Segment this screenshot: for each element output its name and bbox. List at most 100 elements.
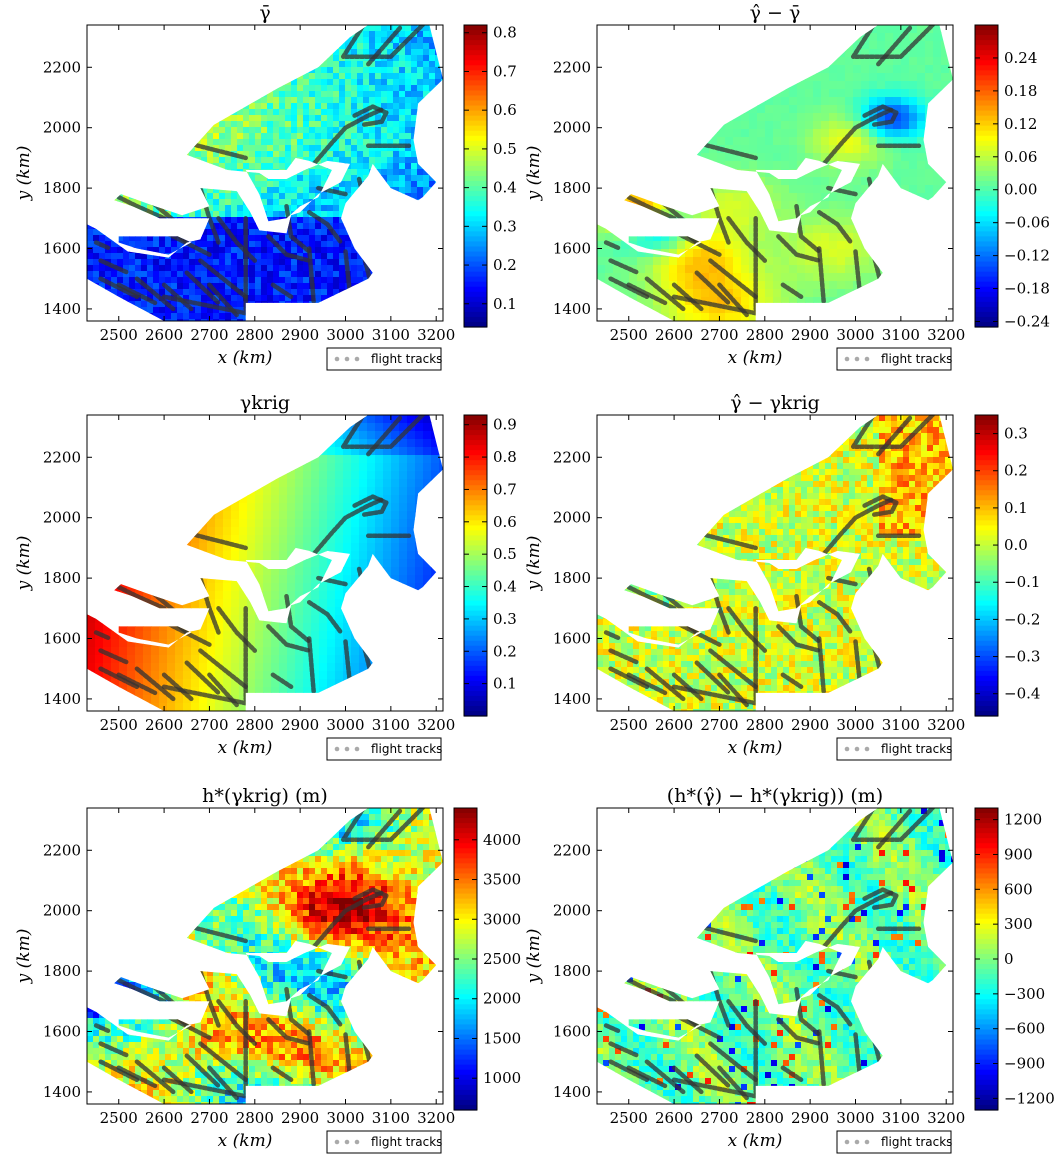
colorbar-tick-label: −900 (1004, 1055, 1045, 1073)
legend-marker (844, 356, 850, 362)
colorbar-tick-label: 0.8 (493, 448, 517, 466)
x-tick-label: 3200 (927, 326, 965, 344)
colorbar-tick-label: 0.7 (493, 62, 517, 80)
x-tick-label: 2500 (100, 716, 138, 734)
colorbar-tick-label: 0.5 (493, 140, 517, 158)
colorbar-tick-label: 300 (1004, 915, 1033, 933)
y-axis-label: y (km) (14, 929, 34, 985)
y-tick-label: 1600 (553, 1023, 591, 1041)
legend-marker (854, 356, 860, 362)
axes-frame (596, 414, 954, 712)
x-tick-label: 2500 (610, 1109, 648, 1127)
colorbar-tick-label: 0.12 (1004, 115, 1037, 133)
x-tick-label: 3200 (927, 716, 965, 734)
colorbar-tick-label: 0.3 (493, 217, 517, 235)
x-tick-label: 2600 (145, 716, 183, 734)
panel-title: γkrig (240, 392, 290, 414)
y-tick-label: 2000 (553, 119, 591, 137)
y-tick-label: 2200 (43, 58, 81, 76)
x-tick-label: 2700 (700, 326, 738, 344)
legend-label: flight tracks (881, 1135, 952, 1149)
x-tick-label: 2600 (655, 326, 693, 344)
colorbar-tick-label: 3500 (483, 871, 521, 889)
x-tick-label: 2900 (281, 716, 319, 734)
colorbar-tick-label: 0.0 (1004, 536, 1028, 554)
colorbar-tick-label: −0.24 (1004, 313, 1050, 331)
legend-marker (864, 1139, 870, 1145)
colorbar: 1200 900 600 300 0 −300 −600 −900 −1200 (974, 807, 1055, 1111)
x-tick-label: 2800 (746, 716, 784, 734)
panel-3: 2500 2600 2700 2800 2900 3000 3100 3200 1400 1600… (14, 392, 517, 761)
x-tick-label: 3000 (326, 716, 364, 734)
x-axis-label: x (km) (728, 1131, 783, 1151)
colorbar-tick-label: 0.6 (493, 513, 517, 531)
axes-frame (596, 807, 954, 1105)
colorbar-tick-label: −1200 (1004, 1089, 1055, 1107)
legend-marker (844, 746, 850, 752)
x-axis-label: x (km) (728, 348, 783, 368)
y-axis-label: y (km) (524, 929, 544, 985)
colorbar: 0.1 0.2 0.3 0.4 0.5 0.6 0.7 0.8 (463, 24, 517, 328)
x-tick-label: 3100 (882, 326, 920, 344)
colorbar-tick-label: 600 (1004, 880, 1033, 898)
colorbar: 4000 3500 3000 2500 2000 1500 1000 (453, 807, 521, 1111)
x-tick-label: 3000 (836, 326, 874, 344)
colorbar: 0.3 0.2 0.1 0.0 −0.1 −0.2 −0.3 −0.4 (974, 414, 1040, 717)
y-tick-label: 1400 (43, 300, 81, 318)
colorbar-tick-label: −0.2 (1004, 610, 1040, 628)
colorbar-tick-label: 0.5 (493, 545, 517, 563)
panel-5: 2500 2600 2700 2800 2900 3000 3100 3200 1400 1600… (14, 785, 521, 1154)
legend-marker (354, 356, 360, 362)
x-tick-label: 2800 (746, 1109, 784, 1127)
x-tick-label: 2900 (281, 1109, 319, 1127)
x-tick-label: 2700 (190, 716, 228, 734)
y-tick-label: 1800 (553, 962, 591, 980)
legend-marker (334, 746, 340, 752)
x-tick-label: 3100 (372, 1109, 410, 1127)
y-tick-label: 1600 (43, 630, 81, 648)
legend-marker (864, 356, 870, 362)
y-tick-label: 1400 (553, 300, 591, 318)
legend-label: flight tracks (371, 742, 442, 756)
x-tick-label: 3000 (836, 716, 874, 734)
legend-marker (354, 1139, 360, 1145)
x-tick-label: 3100 (372, 326, 410, 344)
colorbar-tick-label: 0.7 (493, 480, 517, 498)
panel-1: 2500 2600 2700 2800 2900 3000 3100 3200 1400 1600… (14, 2, 517, 371)
panel-title: h*(γkrig) (m) (202, 785, 328, 807)
y-tick-label: 2200 (43, 448, 81, 466)
x-tick-label: 2500 (610, 326, 648, 344)
x-tick-label: 3200 (417, 716, 455, 734)
legend-marker (334, 1139, 340, 1145)
x-tick-label: 3100 (372, 716, 410, 734)
colorbar-tick-label: 0.2 (493, 256, 517, 274)
legend: flight tracks (326, 737, 442, 761)
y-tick-label: 2000 (43, 902, 81, 920)
colorbar-tick-label: −300 (1004, 985, 1045, 1003)
colorbar-tick-label: 0.8 (493, 24, 517, 42)
axes-frame (596, 24, 954, 322)
colorbar-tick-label: 0.4 (493, 578, 517, 596)
y-tick-label: 2200 (43, 841, 81, 859)
legend: flight tracks (836, 347, 952, 371)
legend-marker (854, 746, 860, 752)
x-tick-label: 2500 (610, 716, 648, 734)
y-tick-label: 1800 (553, 569, 591, 587)
colorbar-tick-label: −0.12 (1004, 247, 1050, 265)
y-tick-label: 1400 (553, 690, 591, 708)
colorbar-tick-label: −0.1 (1004, 573, 1040, 591)
x-tick-label: 2900 (791, 1109, 829, 1127)
x-tick-label: 2900 (791, 326, 829, 344)
x-tick-label: 3200 (927, 1109, 965, 1127)
y-tick-label: 1400 (43, 690, 81, 708)
panel-2: 2500 2600 2700 2800 2900 3000 3100 3200 1400 1600… (524, 2, 1050, 371)
y-tick-label: 1600 (553, 630, 591, 648)
x-tick-label: 3200 (417, 1109, 455, 1127)
colorbar-tick-label: 0.9 (493, 416, 517, 434)
x-axis-label: x (km) (218, 1131, 273, 1151)
y-axis-label: y (km) (14, 536, 34, 592)
colorbar-tick-label: −0.3 (1004, 648, 1040, 666)
panel-title: γ̂ − γkrig (730, 392, 820, 414)
axes-frame (86, 24, 444, 322)
